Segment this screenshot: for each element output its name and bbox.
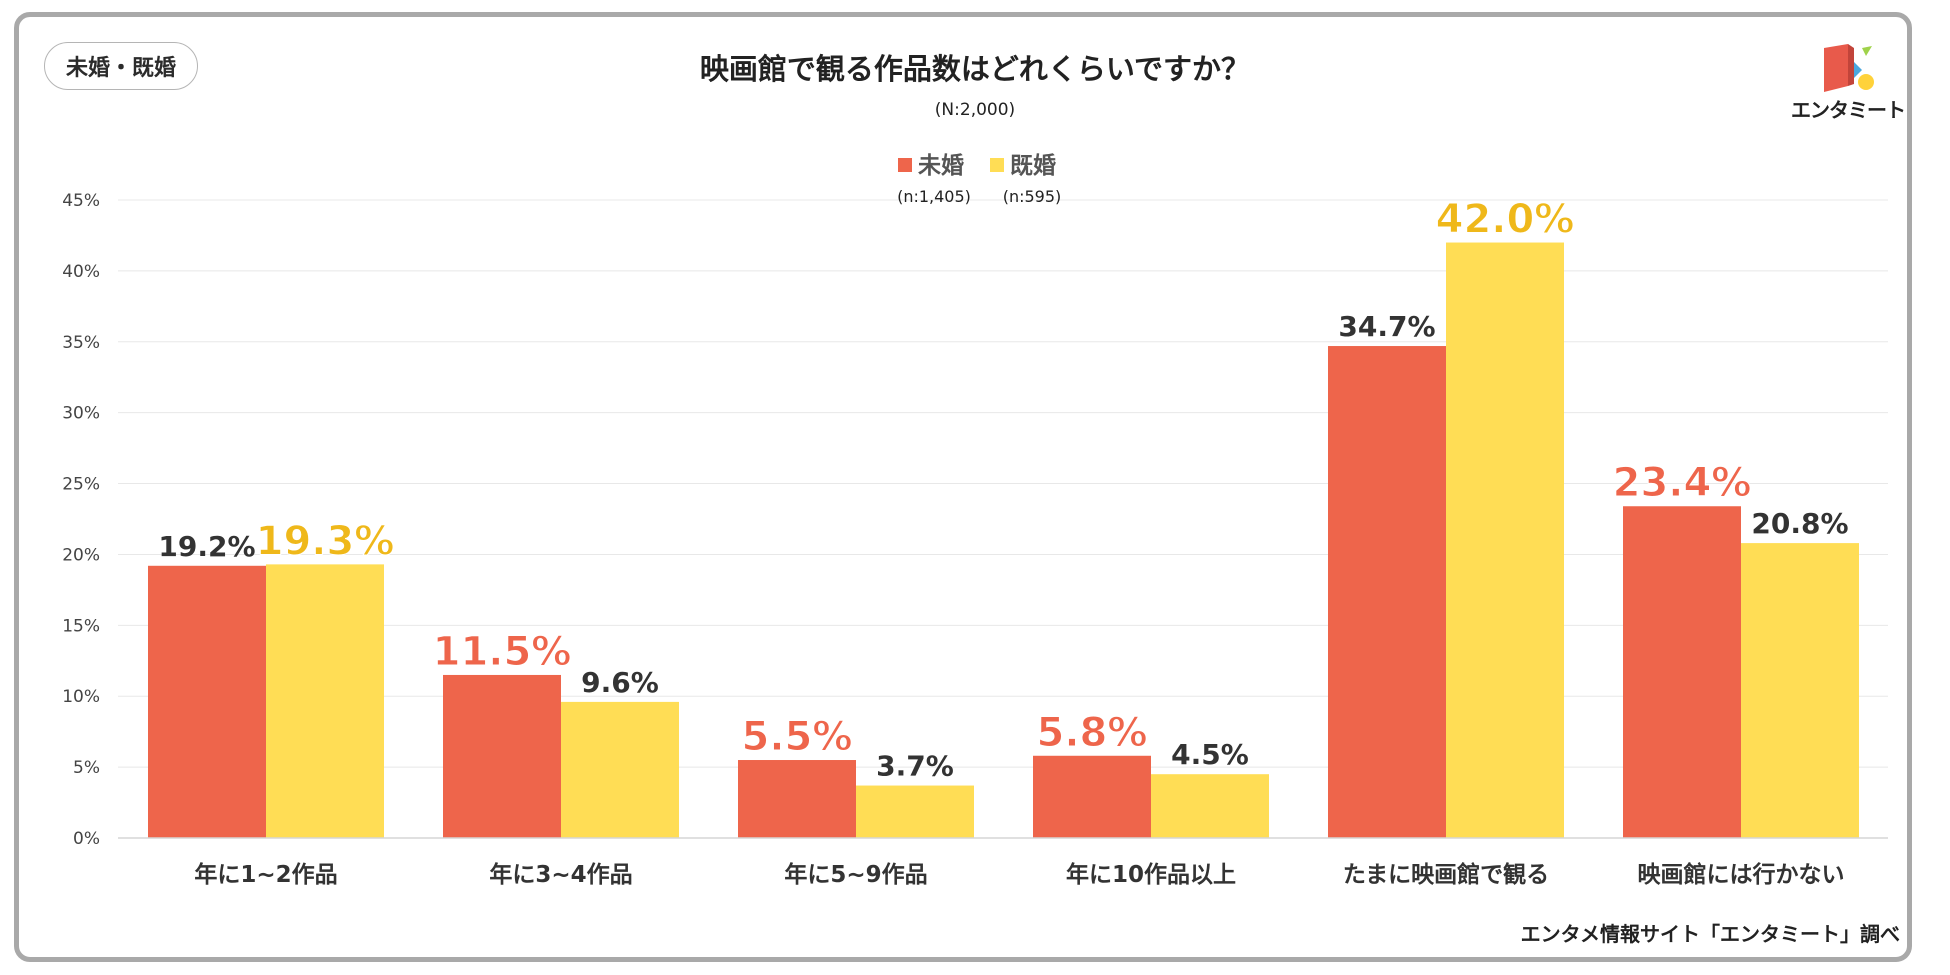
data-label: 20.8% xyxy=(1751,507,1848,540)
bar-series2 xyxy=(1741,543,1859,838)
data-label: 5.8% xyxy=(1037,710,1148,756)
bar-series2 xyxy=(1446,242,1564,839)
bar-series2 xyxy=(856,785,974,838)
x-tick-label: 年に5~9作品 xyxy=(784,861,927,888)
legend-swatch-series2 xyxy=(990,158,1004,172)
bar-series1 xyxy=(1033,755,1151,838)
bar-series1 xyxy=(443,674,561,838)
chart-subtitle: (N:2,000) xyxy=(934,100,1016,120)
data-label: 9.6% xyxy=(581,666,659,699)
bar-series1 xyxy=(1328,346,1446,838)
y-tick-label: 5% xyxy=(73,758,100,778)
data-label: 4.5% xyxy=(1171,738,1249,771)
data-label: 11.5% xyxy=(433,629,572,675)
y-tick-label: 0% xyxy=(73,829,100,849)
data-label: 34.7% xyxy=(1338,310,1435,343)
source-credit: エンタメ情報サイト「エンタミート」調べ xyxy=(1520,922,1900,946)
data-label: 19.2% xyxy=(158,530,255,563)
y-tick-label: 30% xyxy=(62,404,100,424)
y-tick-label: 35% xyxy=(62,333,100,353)
y-tick-label: 20% xyxy=(62,545,100,565)
x-tick-label: 年に1~2作品 xyxy=(194,861,337,888)
legend-swatch-series1 xyxy=(898,158,912,172)
data-label: 19.3% xyxy=(256,518,395,564)
bar-series1 xyxy=(148,565,266,838)
data-label: 23.4% xyxy=(1613,460,1752,506)
logo-icon xyxy=(1824,44,1874,92)
y-tick-label: 40% xyxy=(62,262,100,282)
y-tick-label: 45% xyxy=(62,191,100,211)
data-label: 5.5% xyxy=(742,714,853,760)
chart-title: 映画館で観る作品数はどれくらいですか？ xyxy=(699,52,1251,86)
y-tick-label: 10% xyxy=(62,687,100,707)
data-label: 42.0% xyxy=(1436,197,1575,243)
logo-text: エンタミート xyxy=(1791,98,1906,122)
segment-tag: 未婚・既婚 xyxy=(44,42,198,90)
bar-series2 xyxy=(1151,774,1269,838)
bar-series1 xyxy=(738,760,856,838)
bar-series1 xyxy=(1623,506,1741,838)
x-tick-label: たまに映画館で観る xyxy=(1343,861,1549,888)
bar-series2 xyxy=(266,564,384,838)
legend-n-label: (n:595) xyxy=(1003,187,1062,206)
legend-label: 未婚 xyxy=(918,152,964,179)
y-tick-label: 15% xyxy=(62,616,100,636)
data-label: 3.7% xyxy=(876,750,954,783)
bar-series2 xyxy=(561,701,679,838)
x-tick-label: 年に3~4作品 xyxy=(489,861,632,888)
y-tick-label: 25% xyxy=(62,475,100,495)
brand-logo: エンタミート xyxy=(1790,42,1910,124)
x-tick-label: 年に10作品以上 xyxy=(1066,861,1236,888)
legend-label: 既婚 xyxy=(1010,152,1056,179)
x-tick-label: 映画館には行かない xyxy=(1638,861,1845,888)
legend-n-label: (n:1,405) xyxy=(897,187,971,206)
